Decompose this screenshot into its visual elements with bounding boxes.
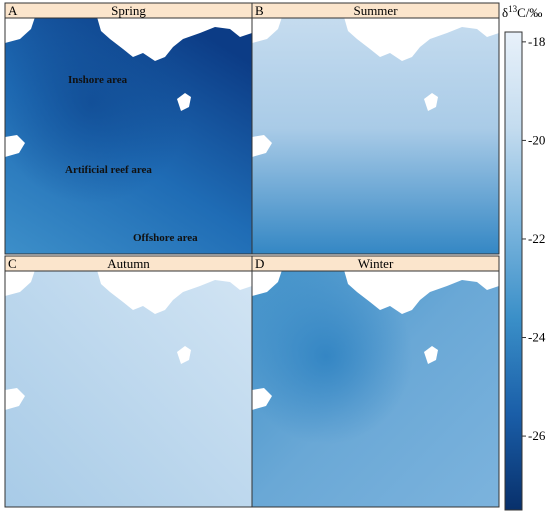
map-panel: C Autumn: [4, 255, 253, 508]
colorbar-tick-label: -18: [528, 34, 545, 49]
annotation: Offshore area: [133, 232, 198, 244]
map-panel: A Spring Inshore area Artificial reef area O…: [4, 2, 253, 255]
panel-frame: [251, 255, 500, 508]
label-unit: C/‰: [517, 5, 542, 20]
colorbar-tick-label: -20: [528, 132, 545, 147]
panel-letter: D: [255, 256, 264, 271]
annotation: Inshore area: [68, 74, 128, 86]
map-panel: D Winter: [251, 255, 500, 508]
colorbar-tick-label: -22: [528, 231, 545, 246]
panel-title: Summer: [353, 3, 398, 18]
panels: A Spring Inshore area Artificial reef area O…: [4, 2, 500, 508]
panel-frame: [251, 2, 500, 255]
panel-title: Autumn: [107, 256, 150, 271]
colorbar-tick-label: -24: [528, 330, 546, 345]
label-superscript: 13: [508, 4, 518, 14]
panel-letter: B: [255, 3, 264, 18]
label-symbol: δ: [502, 5, 508, 20]
colorbar-label: δ13C/‰: [502, 4, 542, 20]
annotation: Artificial reef area: [65, 164, 152, 176]
panel-title: Spring: [111, 3, 146, 18]
panel-letter: A: [8, 3, 18, 18]
panel-title: Winter: [358, 256, 394, 271]
panel-letter: C: [8, 256, 17, 271]
map-panel: B Summer: [251, 2, 500, 255]
colorbar-tick-label: -26: [528, 428, 546, 443]
colorbar: [504, 31, 523, 511]
